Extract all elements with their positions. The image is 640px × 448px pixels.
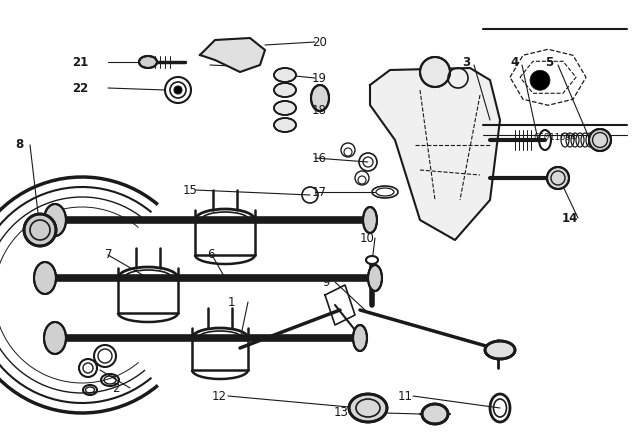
Text: 11: 11 <box>398 389 413 402</box>
Polygon shape <box>370 68 500 240</box>
Ellipse shape <box>353 325 367 351</box>
Text: 16: 16 <box>312 151 327 164</box>
Ellipse shape <box>368 265 382 291</box>
Text: 4: 4 <box>510 56 518 69</box>
Ellipse shape <box>44 204 66 236</box>
Ellipse shape <box>485 341 515 359</box>
Text: 9: 9 <box>322 276 330 289</box>
Ellipse shape <box>363 207 377 233</box>
Circle shape <box>420 57 450 87</box>
Ellipse shape <box>139 56 157 68</box>
Ellipse shape <box>547 167 569 189</box>
Ellipse shape <box>274 68 296 82</box>
Ellipse shape <box>349 394 387 422</box>
Ellipse shape <box>311 85 329 111</box>
Text: 19: 19 <box>312 72 327 85</box>
Ellipse shape <box>422 404 448 424</box>
Ellipse shape <box>274 101 296 115</box>
Ellipse shape <box>589 129 611 151</box>
Text: 3: 3 <box>462 56 470 69</box>
Text: 10: 10 <box>360 232 375 245</box>
Text: 21: 21 <box>72 56 88 69</box>
Text: 14: 14 <box>562 211 579 224</box>
Text: 5: 5 <box>545 56 553 69</box>
Ellipse shape <box>274 83 296 97</box>
Circle shape <box>174 86 182 94</box>
Text: 1: 1 <box>228 296 236 309</box>
Circle shape <box>24 214 56 246</box>
Text: 22: 22 <box>72 82 88 95</box>
Polygon shape <box>200 38 265 72</box>
Text: 18: 18 <box>312 103 327 116</box>
Text: 20: 20 <box>312 35 327 48</box>
Text: 6: 6 <box>207 249 215 262</box>
Text: 2: 2 <box>112 382 120 395</box>
Ellipse shape <box>44 322 66 354</box>
Text: 12: 12 <box>212 389 227 402</box>
Text: 17: 17 <box>312 185 327 198</box>
Text: 15: 15 <box>183 184 198 197</box>
Text: CC011694: CC011694 <box>534 134 577 142</box>
Text: 7: 7 <box>104 249 112 262</box>
Text: 13: 13 <box>334 405 349 418</box>
Ellipse shape <box>34 262 56 294</box>
Ellipse shape <box>274 118 296 132</box>
Ellipse shape <box>366 256 378 264</box>
Text: 8: 8 <box>15 138 23 151</box>
Circle shape <box>530 70 550 90</box>
